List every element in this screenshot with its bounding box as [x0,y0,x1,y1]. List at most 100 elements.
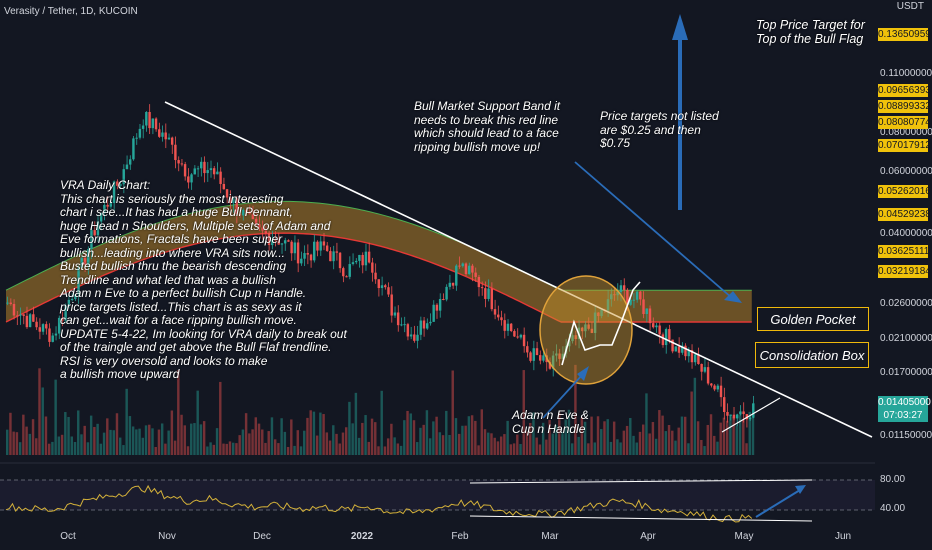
volume-bar [215,428,219,455]
candle-body [409,334,413,337]
candle-body [319,241,322,251]
y-tick-label: 0.11000000 [880,68,932,79]
candle-body [655,325,658,328]
volume-bar [312,411,316,455]
volume-bar [487,432,490,455]
cup-handle-ellipse [539,275,633,385]
candle-body [503,320,506,331]
candle-body [687,350,690,357]
volume-bar [118,437,122,455]
rsi-arrow-head [795,485,806,494]
volume-bar [554,425,558,455]
candle-body [429,321,432,324]
candle-body [212,168,216,175]
volume-bar [619,442,622,455]
volume-bar [451,370,454,455]
y-tick-label: 0.08000000 [880,127,932,138]
candle-body [584,324,587,332]
volume-bar [480,409,484,455]
description-line: Adam n Eve to a perfect bullish Cup n Ha… [60,286,307,300]
volume-bar [693,377,697,455]
volume-bar [687,443,690,455]
rising-trendline [721,397,781,433]
price-tag: 0.13650959 [878,28,931,41]
candle-body [671,339,674,352]
candle-body [606,299,610,311]
volume-bar [128,416,132,455]
volume-bar [377,446,380,455]
description-line: can get...wait for a face ripping bullis… [60,313,297,327]
volume-bar [461,425,464,455]
volume-bar [477,445,480,455]
volume-bar [470,415,474,455]
candle-body [193,168,196,175]
volume-bar [638,431,642,455]
volume-bar [190,423,193,455]
volume-bar [506,420,509,455]
volume-bar [393,437,396,455]
volume-bar [532,412,535,455]
candle-body [425,323,429,329]
candle-body [116,181,119,186]
candle-body [128,159,132,165]
volume-bar [380,390,383,455]
volume-bar [28,433,32,455]
adam-arrow-head [577,366,589,381]
price-tag: 0.08899332 [878,100,931,113]
volume-bar [419,427,422,455]
volume-bar [683,416,687,455]
volume-bar [196,390,199,455]
volume-bar [44,416,48,455]
candle-body [103,204,106,214]
candle-body [232,198,235,204]
volume-bar [725,420,729,455]
volume-bar [96,423,99,455]
volume-bar [93,426,96,455]
volume-bar [425,410,429,455]
candle-body [12,303,16,316]
candle-body [681,345,684,353]
volume-bar [341,432,345,455]
candle-body [587,324,590,329]
candle-body [170,137,174,145]
candle-body [64,305,67,321]
volume-bar [457,433,461,455]
candle-body [19,314,22,316]
volume-bar [332,425,335,455]
rsi-pane [0,462,875,523]
volume-bar [22,414,25,455]
volume-bar [290,419,293,455]
volume-bar [270,417,274,455]
volume-bar [441,435,445,455]
candle-body [374,272,377,280]
volume-bar [700,439,703,455]
candle-body [296,242,300,264]
candle-body [438,298,442,311]
volume-bar [580,417,584,455]
candle-body [739,411,742,415]
x-tick-label: Apr [640,531,656,542]
price-tag: 0.04529238 [878,208,931,221]
candle-body [306,253,309,255]
candle-body [558,353,561,359]
volume-bar [286,446,290,455]
volume-bar [751,415,755,455]
candle-body [571,335,574,342]
rsi-line [5,484,753,523]
volume-bar [277,443,280,455]
candle-body [406,324,410,337]
rsi-lower-trend [469,515,813,522]
candle-body [309,254,313,261]
volume-bar [57,436,61,455]
candle-body [684,345,687,357]
candle-body [467,265,471,275]
candle-body [177,160,180,164]
volume-bar [509,444,513,455]
volume-bar [209,442,212,455]
volume-bar [115,413,119,455]
candle-body [642,299,645,314]
volume-bar [742,420,745,455]
volume-bar [374,422,377,455]
volume-bar [361,422,364,455]
